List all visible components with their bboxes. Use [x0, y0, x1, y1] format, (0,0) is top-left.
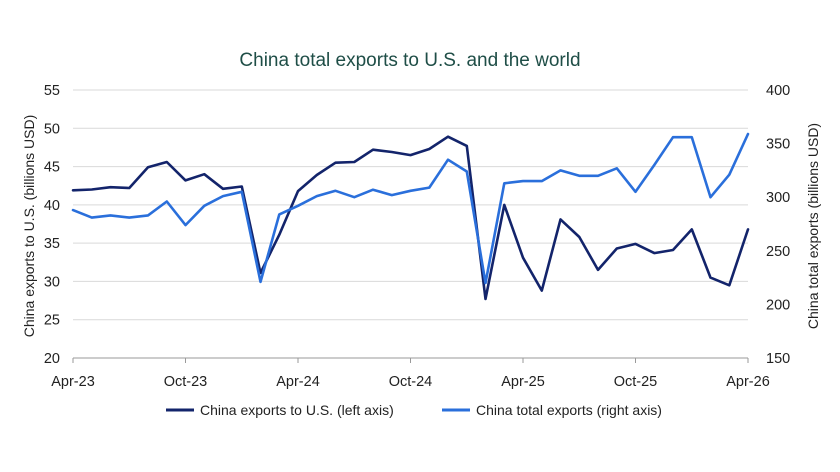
right-tick-label: 150 [766, 351, 790, 367]
left-tick-label: 55 [44, 83, 60, 99]
legend-label-world: China total exports (right axis) [476, 402, 662, 418]
x-tick-label: Apr-23 [51, 374, 95, 390]
x-tick-label: Oct-25 [614, 374, 658, 390]
right-tick-label: 250 [766, 244, 790, 260]
right-tick-label: 300 [766, 190, 790, 206]
right-tick-label: 350 [766, 137, 790, 153]
chart-title: China total exports to U.S. and the worl… [239, 50, 580, 71]
left-tick-label: 30 [44, 274, 60, 290]
left-tick-label: 45 [44, 160, 60, 176]
x-tick-label: Apr-25 [501, 374, 545, 390]
series-line-world [71, 132, 750, 285]
legend-label-us: China exports to U.S. (left axis) [200, 402, 394, 418]
x-tick-label: Oct-23 [164, 374, 208, 390]
left-tick-label: 20 [44, 351, 60, 367]
series-lines [71, 132, 750, 301]
right-axis-label: China total exports (billions USD) [805, 123, 821, 329]
left-tick-label: 40 [44, 198, 60, 214]
left-axis-label: China exports to U.S. (billions USD) [21, 115, 37, 338]
gridlines [72, 89, 749, 363]
left-tick-label: 25 [44, 313, 60, 329]
x-tick-label: Oct-24 [389, 374, 433, 390]
right-tick-label: 400 [766, 83, 790, 99]
axis-ticks: 20 25 30 35 40 45 50 55 150 200 250 300 350 400 Apr-23… [44, 83, 790, 390]
right-tick-label: 200 [766, 297, 790, 313]
x-tick-label: Apr-24 [276, 374, 320, 390]
left-tick-label: 50 [44, 121, 60, 137]
left-tick-label: 35 [44, 236, 60, 252]
legend: China exports to U.S. (left axis) China … [166, 402, 662, 418]
series-line-us [71, 135, 750, 301]
x-tick-label: Apr-26 [726, 374, 770, 390]
